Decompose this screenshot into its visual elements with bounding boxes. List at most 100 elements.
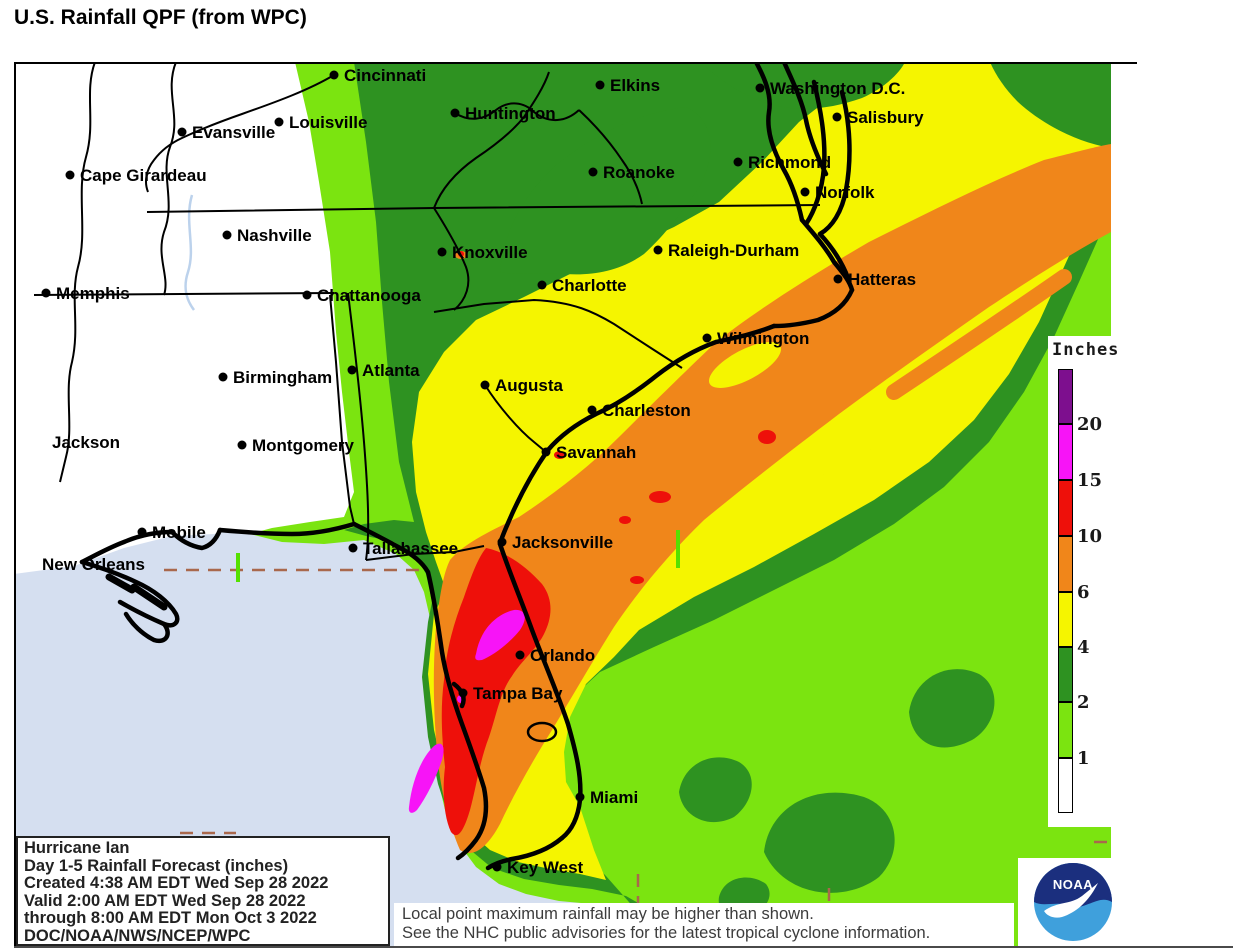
city-label: Key West [507,858,584,877]
city-dot [541,447,551,457]
city-dot [497,537,507,547]
city-label: Nashville [237,226,312,245]
city-label: Cincinnati [344,66,426,85]
city-dot [348,543,358,553]
forecast-info-box: Hurricane Ian Day 1-5 Rainfall Forecast (… [16,836,390,946]
city-label: Elkins [610,76,660,95]
city-dot [800,187,810,197]
city-dot [274,117,284,127]
city-dot [832,112,842,122]
city-label: Chattanooga [317,286,421,305]
city-label: Tampa Bay [473,684,563,703]
map-border-top [14,62,1137,64]
city-label: Atlanta [362,361,420,380]
city-label: Salisbury [847,108,924,127]
city-label: Norfolk [815,183,875,202]
legend-swatch [1058,369,1073,424]
legend-tick-label: 4 [1077,637,1090,658]
contour-magenta [475,609,525,661]
city-dot [515,650,525,660]
city-dot [302,290,312,300]
city-label: Hatteras [848,270,916,289]
disclaimer-line: Local point maximum rainfall may be high… [402,905,814,923]
city-label: Wilmington [717,329,809,348]
city-dot [329,70,339,80]
grid-tick-marks [236,530,680,582]
legend-tick-label: 20 [1077,414,1103,435]
city-dot [218,372,228,382]
coastlines [79,62,855,871]
city-dot [833,274,843,284]
river-line [184,194,196,311]
state-borders [33,62,821,561]
city-dot [222,230,232,240]
city-label: Washington D.C. [770,79,905,98]
legend-color-bar: 20 15 10 6 4 2 1 [1058,369,1102,813]
disclaimer-line: See the NHC public advisories for the la… [402,924,931,942]
city-label: Richmond [748,153,831,172]
noaa-seagull-icon [1044,883,1098,918]
city-dot [537,280,547,290]
city-dot [437,247,447,257]
city-label: Louisville [289,113,367,132]
noaa-logo-text: NOAA [1053,877,1093,892]
info-line: Day 1-5 Rainfall Forecast (inches) [24,856,289,875]
legend-tick-label: 10 [1077,526,1103,547]
city-label: Jackson [52,433,120,452]
city-label: Knoxville [452,243,528,262]
rainfall-legend: Inches 20 15 10 6 4 2 1 [1048,336,1137,827]
noaa-logo-sky [1034,863,1112,908]
city-label: Tallahassee [363,539,458,558]
map-border-left [14,62,16,948]
city-dot [65,170,75,180]
city-dot [41,288,51,298]
legend-tick-label: 15 [1077,470,1103,491]
city-dot [733,157,743,167]
info-line: Hurricane Ian [24,839,130,857]
city-dot [588,167,598,177]
legend-swatch [1058,536,1073,592]
map-canvas: Cincinnati Elkins Washington D.C. Louisvill… [14,62,1111,948]
city-markers: Cincinnati Elkins Washington D.C. Louisvill… [41,66,924,877]
city-label: Evansville [192,123,275,142]
info-line: through 8:00 AM EDT Mon Oct 3 2022 [24,909,317,927]
city-label: Jacksonville [512,533,613,552]
disclaimer-box: Local point maximum rainfall may be high… [394,903,1014,946]
page-title: U.S. Rainfall QPF (from WPC) [14,6,307,29]
city-label: Mobile [152,523,206,542]
noaa-logo: NOAA [1034,863,1112,941]
legend-swatch [1058,647,1073,702]
rainfall-map: Cincinnati Elkins Washington D.C. Louisvill… [14,62,1111,948]
legend-swatch [1058,702,1073,758]
city-dot [137,527,147,537]
map-border-bottom [14,946,1233,948]
legend-tick-label: 2 [1077,692,1090,713]
city-label: Orlando [530,646,595,665]
legend-swatch [1058,480,1073,536]
legend-swatch [1058,758,1073,813]
city-dot [575,792,585,802]
city-label: Savannah [556,443,636,462]
city-dot [237,440,247,450]
legend-tick-label: 6 [1077,582,1090,603]
city-label: Huntington [465,104,556,123]
contour-orange [433,144,1111,853]
city-label: Augusta [495,376,564,395]
city-label: Raleigh-Durham [668,241,799,260]
city-label: Cape Girardeau [80,166,207,185]
city-dot [458,688,468,698]
noaa-logo-box: NOAA [1018,858,1130,946]
city-dot [595,80,605,90]
legend-swatch [1058,592,1073,647]
city-label: New Orleans [42,555,145,574]
city-label: Montgomery [252,436,355,455]
city-dot [450,108,460,118]
city-label: Memphis [56,284,130,303]
city-dot [653,245,663,255]
city-label: Miami [590,788,638,807]
city-dot [702,333,712,343]
city-dot [177,127,187,137]
city-dot [347,365,357,375]
city-dot [492,862,502,872]
